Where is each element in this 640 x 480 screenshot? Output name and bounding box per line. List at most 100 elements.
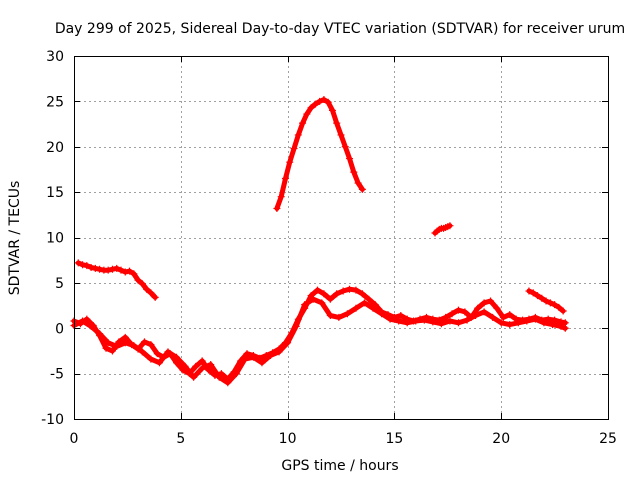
data-point-marker — [83, 262, 91, 270]
data-point-marker — [551, 316, 559, 324]
x-tick-label: 25 — [599, 431, 617, 447]
series-track-late-upper — [525, 287, 567, 315]
data-point-marker — [309, 295, 317, 303]
y-axis-label: SDTVAR / TECUs — [7, 181, 23, 296]
data-point-marker — [360, 299, 368, 307]
y-tick-labels: -10 -5 0 5 10 15 20 25 30 — [41, 49, 64, 428]
data-point-marker — [314, 286, 322, 294]
data-point-marker — [531, 315, 539, 323]
data-point-marker — [561, 324, 569, 332]
data-point-marker — [350, 168, 358, 176]
data-point-marker — [303, 110, 311, 118]
data-point-marker — [281, 175, 289, 183]
data-point-marker — [346, 155, 354, 163]
x-tick-label: 10 — [279, 431, 297, 447]
data-point-marker — [542, 297, 550, 305]
data-point-marker — [113, 342, 121, 350]
data-point-marker — [333, 290, 341, 298]
data-point-marker — [241, 355, 249, 363]
data-point-marker — [472, 312, 480, 320]
data-point-marker — [365, 295, 373, 303]
data-point-marker — [352, 286, 360, 294]
data-point-marker — [461, 308, 469, 316]
data-point-marker — [79, 317, 87, 325]
data-point-marker — [87, 263, 95, 271]
data-point-marker — [397, 312, 405, 320]
data-point-marker — [147, 355, 155, 363]
data-point-marker — [474, 304, 482, 312]
data-point-marker — [546, 299, 554, 307]
data-point-marker — [538, 294, 546, 302]
y-tick-label: -5 — [50, 367, 64, 383]
data-point-marker — [108, 347, 116, 355]
data-point-marker — [277, 193, 285, 201]
data-point-marker — [87, 322, 95, 330]
data-point-marker — [173, 353, 181, 361]
data-point-marker — [130, 270, 138, 278]
data-point-marker — [489, 313, 497, 321]
data-point-marker — [386, 315, 394, 323]
series-track-early-upper — [74, 259, 159, 301]
data-point-marker — [463, 316, 471, 324]
data-point-marker — [454, 306, 462, 314]
data-point-marker — [320, 96, 328, 104]
data-point-marker — [523, 317, 531, 325]
data-point-marker — [181, 362, 189, 370]
data-point-marker — [480, 299, 488, 307]
data-points — [70, 96, 569, 387]
x-tick-label: 20 — [492, 431, 510, 447]
series-track-fragment-17h — [431, 222, 454, 237]
data-point-marker — [395, 317, 403, 325]
data-point-marker — [403, 319, 411, 327]
data-point-marker — [506, 321, 514, 329]
data-point-marker — [96, 330, 104, 338]
data-point-marker — [534, 292, 542, 300]
data-point-marker — [151, 293, 159, 301]
data-point-marker — [96, 265, 104, 273]
data-point-marker — [346, 285, 354, 293]
data-point-marker — [335, 313, 343, 321]
data-point-marker — [190, 373, 198, 381]
axis-ticks — [74, 56, 609, 420]
data-point-marker — [412, 317, 420, 325]
data-point-marker — [487, 297, 495, 305]
data-point-marker — [555, 303, 563, 311]
series-track-peak — [273, 96, 366, 212]
y-tick-label: -10 — [41, 412, 64, 428]
data-point-marker — [299, 119, 307, 127]
data-point-marker — [420, 316, 428, 324]
data-point-marker — [140, 338, 148, 346]
data-point-marker — [258, 359, 266, 367]
y-tick-label: 15 — [46, 185, 64, 201]
data-point-marker — [337, 131, 345, 139]
data-point-marker — [437, 320, 445, 328]
data-point-marker — [442, 313, 450, 321]
data-point-marker — [559, 307, 567, 315]
x-tick-label: 15 — [385, 431, 403, 447]
data-point-marker — [74, 259, 82, 267]
data-point-marker — [529, 289, 537, 297]
data-point-marker — [548, 321, 556, 329]
data-point-marker — [104, 266, 112, 274]
data-point-marker — [147, 289, 155, 297]
data-point-marker — [493, 304, 501, 312]
data-point-marker — [307, 104, 315, 112]
data-point-marker — [358, 290, 366, 298]
data-point-marker — [318, 299, 326, 307]
data-point-marker — [525, 287, 533, 295]
data-point-marker — [143, 285, 151, 293]
data-point-marker — [497, 319, 505, 327]
data-point-marker — [446, 222, 454, 230]
x-tick-labels: 0 5 10 15 20 25 — [70, 431, 617, 447]
data-point-marker — [138, 280, 146, 288]
data-point-marker — [352, 304, 360, 312]
data-point-marker — [378, 310, 386, 318]
data-point-marker — [275, 348, 283, 356]
data-point-marker — [91, 264, 99, 272]
data-point-marker — [147, 341, 155, 349]
data-point-marker — [506, 311, 514, 319]
data-point-marker — [499, 313, 507, 321]
series-track-second-low — [70, 295, 569, 387]
y-tick-label: 10 — [46, 231, 64, 247]
